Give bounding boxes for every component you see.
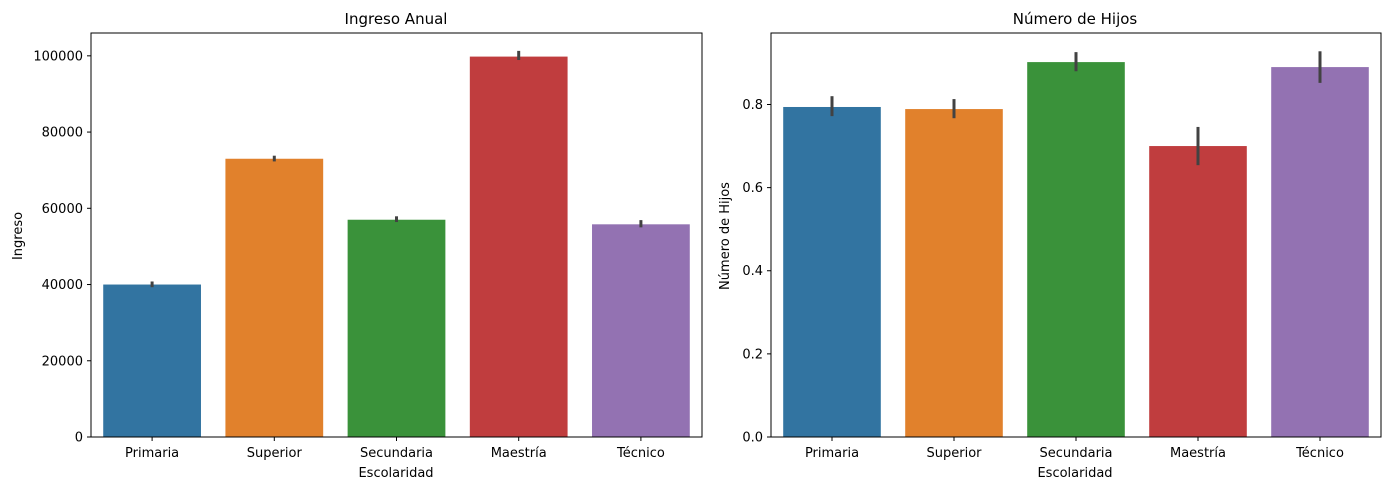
chart-title: Ingreso Anual <box>345 10 448 28</box>
x-tick-label-3: Maestría <box>1170 446 1226 461</box>
x-tick-label-4: Técnico <box>1295 446 1344 461</box>
bar-1 <box>225 158 324 438</box>
x-tick-label-1: Superior <box>927 446 983 461</box>
chart-ingreso-anual: Ingreso Anual Escolaridad Ingreso Primar… <box>11 10 703 481</box>
y-tick-label-1: 0.2 <box>742 347 763 362</box>
bar-2 <box>1027 62 1125 437</box>
y-tick-label-0: 0.0 <box>742 431 763 446</box>
bar-4 <box>592 224 690 437</box>
x-tick-label-0: Primaria <box>805 446 859 461</box>
y-tick-label-0: 0 <box>75 431 83 446</box>
x-tick-label-4: Técnico <box>616 446 665 461</box>
bar-4 <box>1271 67 1369 437</box>
bar-3 <box>1149 146 1247 437</box>
x-tick-label-3: Maestría <box>491 446 547 461</box>
bar-3 <box>469 56 568 438</box>
bar-0 <box>783 106 881 438</box>
y-tick-label-3: 60000 <box>42 202 83 217</box>
x-axis-label: Escolaridad <box>358 466 433 481</box>
y-tick-label-3: 0.6 <box>742 181 763 196</box>
bar-2 <box>347 219 446 437</box>
plot-frame <box>770 32 1382 438</box>
y-axis-label: Número de Hijos <box>718 182 733 290</box>
x-tick-label-2: Secundaria <box>1039 446 1112 461</box>
x-tick-label-2: Secundaria <box>360 446 433 461</box>
chart-title: Número de Hijos <box>1013 10 1138 28</box>
y-tick-label-5: 100000 <box>33 49 83 64</box>
y-tick-label-2: 40000 <box>42 278 83 293</box>
x-tick-label-1: Superior <box>247 446 303 461</box>
y-tick-label-1: 20000 <box>42 354 83 369</box>
x-tick-label-0: Primaria <box>125 446 179 461</box>
y-tick-label-2: 0.4 <box>742 264 763 279</box>
plot-frame <box>90 32 703 438</box>
bar-0 <box>103 284 201 437</box>
y-tick-label-4: 80000 <box>42 126 83 141</box>
y-axis-label: Ingreso <box>11 212 26 260</box>
y-tick-label-4: 0.8 <box>742 98 763 113</box>
bar-1 <box>905 109 1003 437</box>
chart-numero-de-hijos: Número de Hijos Escolaridad Número de Hi… <box>718 10 1382 481</box>
x-axis-label: Escolaridad <box>1037 466 1112 481</box>
